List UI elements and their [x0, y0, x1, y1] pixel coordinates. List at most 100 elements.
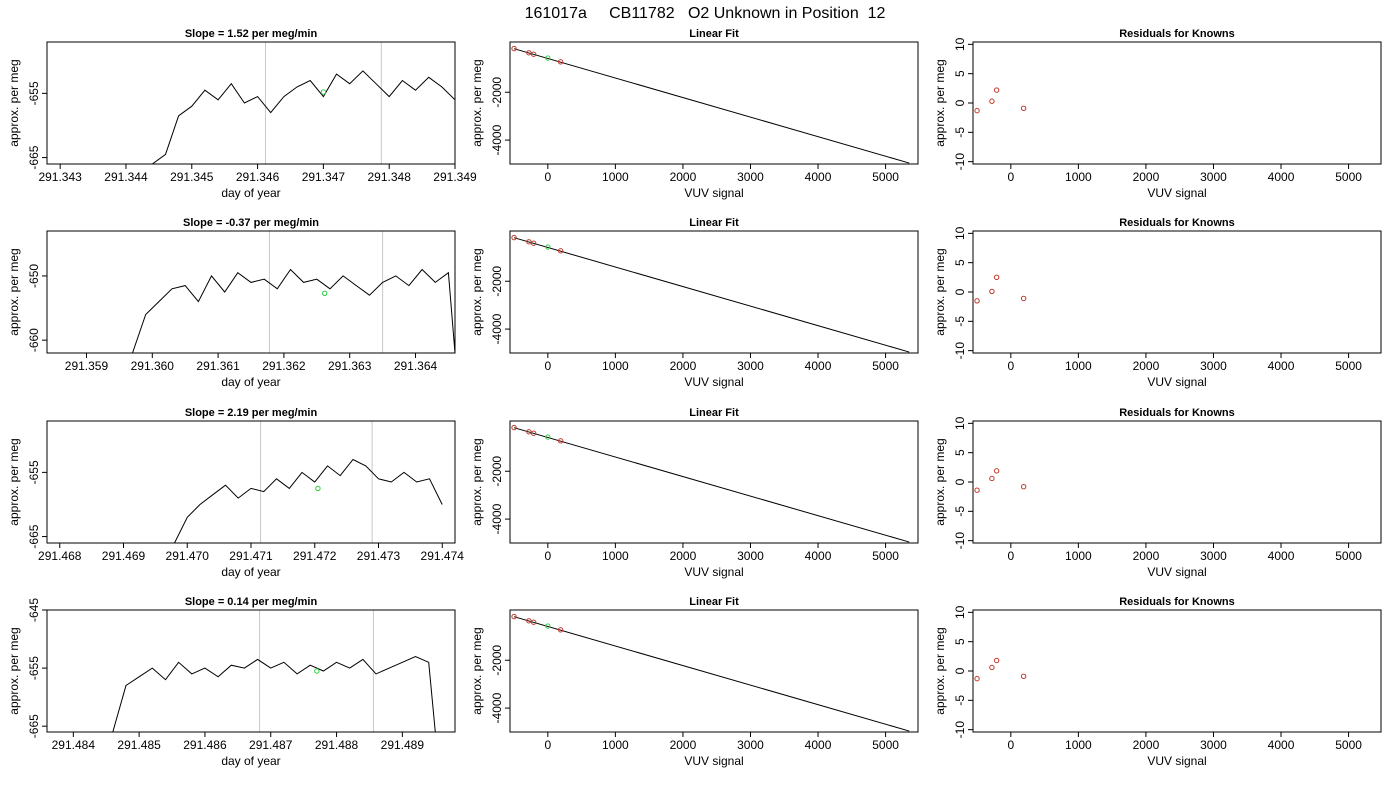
data-point [557, 438, 564, 444]
plot-area [974, 657, 1027, 682]
x-tick-label: 4000 [805, 359, 832, 373]
plot-area [974, 468, 1027, 493]
x-tick-label: 5000 [872, 170, 899, 184]
fit-line [513, 427, 910, 543]
unknown-marker [315, 485, 321, 492]
x-tick-label: 291.347 [302, 170, 346, 184]
x-tick-label: 3000 [1200, 549, 1227, 563]
data-point [989, 475, 995, 482]
x-axis-label: day of year [221, 754, 280, 768]
x-tick-label: 0 [544, 359, 551, 373]
x-tick-label: 4000 [805, 549, 832, 563]
y-tick-label: -5 [953, 127, 967, 138]
plot-frame [46, 41, 456, 165]
plot-area [152, 42, 455, 164]
y-tick-label: -5 [953, 506, 967, 517]
x-tick-label: 5000 [1335, 359, 1362, 373]
data-point [557, 248, 564, 254]
panel-title: Residuals for Knowns [1119, 217, 1235, 229]
panel-0-2: Residuals for Knowns 0 1000 2000 3000 4000 500… [933, 28, 1382, 200]
x-tick-label: 2000 [1133, 170, 1160, 184]
data-point [989, 288, 995, 295]
x-axis-label: VUV signal [1147, 186, 1206, 200]
x-tick-label: 291.470 [166, 549, 210, 563]
y-tick-label: 0 [953, 478, 967, 485]
x-tick-label: 3000 [737, 738, 764, 752]
panel-title: Residuals for Knowns [1119, 28, 1235, 40]
panel-2-0: Slope = 2.19 per meg/min 291.468 291.469 29… [7, 407, 464, 579]
data-point [1020, 483, 1027, 490]
y-tick-label: 10 [953, 416, 967, 430]
data-point [530, 51, 537, 57]
x-tick-label: 291.473 [357, 549, 401, 563]
panel-title: Slope = 0.14 per meg/min [185, 596, 318, 608]
panel-1-0: Slope = -0.37 per meg/min 291.359 291.360 2… [7, 217, 456, 389]
plot-frame [509, 609, 919, 733]
panel-title: Slope = 2.19 per meg/min [185, 407, 318, 419]
x-tick-label: 291.469 [102, 549, 146, 563]
panel-title: Linear Fit [689, 407, 739, 419]
y-tick-label: -2000 [490, 77, 504, 108]
data-point [526, 50, 532, 56]
panel-title: Slope = 1.52 per meg/min [185, 28, 318, 40]
fit-line [513, 616, 910, 732]
panel-title: Slope = -0.37 per meg/min [183, 217, 319, 229]
x-tick-label: 0 [1007, 549, 1014, 563]
y-tick-label: 10 [953, 605, 967, 619]
x-tick-label: 0 [1007, 359, 1014, 373]
x-axis-label: day of year [221, 375, 280, 389]
y-tick-label: 5 [953, 638, 967, 645]
plot-area [132, 231, 455, 353]
y-axis-label: approx. per meg [7, 59, 21, 146]
x-tick-label: 291.474 [421, 549, 465, 563]
y-tick-label: 10 [953, 226, 967, 240]
y-axis-label: approx. per meg [470, 59, 484, 146]
x-tick-label: 291.344 [104, 170, 148, 184]
x-axis-label: day of year [221, 186, 280, 200]
x-tick-label: 4000 [805, 738, 832, 752]
x-tick-label: 0 [544, 170, 551, 184]
y-tick-label: -4000 [490, 124, 504, 155]
panel-1-1: Linear Fit 0 1000 2000 3000 4000 5000 -4000 -200… [470, 217, 919, 389]
plot-frame [46, 230, 456, 354]
x-tick-label: 0 [544, 738, 551, 752]
plot-frame [46, 609, 456, 733]
data-point [526, 618, 532, 624]
y-tick-label: -645 [27, 598, 41, 622]
plot-frame [509, 230, 919, 354]
x-tick-label: 4000 [1268, 170, 1295, 184]
data-point [511, 234, 517, 241]
data-point [526, 239, 532, 245]
y-tick-label: -2000 [490, 645, 504, 676]
fit-line [513, 237, 910, 353]
x-axis-label: VUV signal [684, 565, 743, 579]
data-point [1020, 105, 1027, 111]
plot-area [112, 610, 436, 732]
y-tick-label: -5 [953, 695, 967, 706]
x-tick-label: 291.348 [367, 170, 411, 184]
data-point [545, 623, 551, 629]
y-tick-label: -10 [953, 342, 967, 360]
data-point [1020, 295, 1027, 302]
y-tick-label: -655 [27, 81, 41, 105]
x-tick-label: 3000 [737, 549, 764, 563]
x-axis-label: VUV signal [1147, 375, 1206, 389]
x-tick-label: 4000 [1268, 359, 1295, 373]
y-tick-label: -665 [27, 524, 41, 548]
panel-2-1: Linear Fit 0 1000 2000 3000 4000 5000 -4000 -200… [470, 407, 919, 579]
x-tick-label: 3000 [737, 359, 764, 373]
plot-frame [509, 41, 919, 165]
data-point [993, 657, 1000, 664]
y-tick-label: 0 [953, 99, 967, 106]
fit-line [513, 48, 910, 164]
y-axis-label: approx. per meg [933, 627, 947, 714]
x-tick-label: 1000 [1065, 359, 1092, 373]
x-tick-label: 4000 [805, 170, 832, 184]
data-point [557, 59, 564, 65]
x-tick-label: 291.471 [229, 549, 273, 563]
x-tick-label: 2000 [1133, 549, 1160, 563]
x-tick-label: 5000 [872, 549, 899, 563]
x-tick-label: 291.346 [236, 170, 280, 184]
x-tick-label: 1000 [1065, 549, 1092, 563]
data-point [545, 55, 551, 61]
